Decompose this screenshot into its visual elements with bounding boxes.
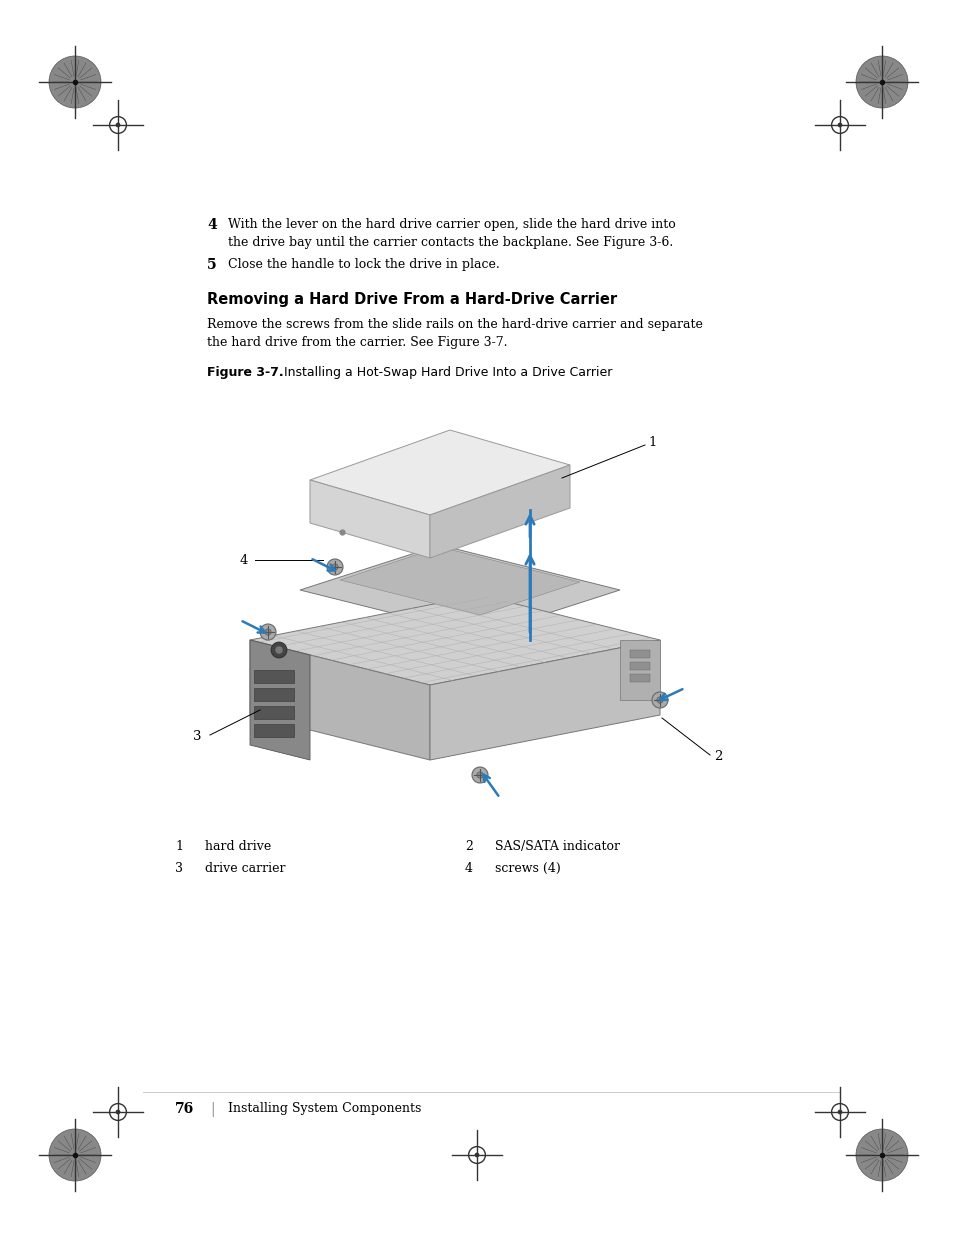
Polygon shape [430, 640, 659, 760]
Circle shape [327, 559, 343, 576]
Polygon shape [430, 466, 569, 558]
Text: 4: 4 [207, 219, 216, 232]
Polygon shape [619, 640, 659, 700]
Text: 1: 1 [647, 436, 656, 450]
Text: 3: 3 [193, 730, 202, 743]
Text: drive carrier: drive carrier [205, 862, 285, 876]
Text: 2: 2 [713, 751, 721, 763]
Polygon shape [299, 545, 619, 635]
Text: Close the handle to lock the drive in place.: Close the handle to lock the drive in pl… [228, 258, 499, 270]
Text: 2: 2 [464, 840, 473, 853]
Circle shape [855, 56, 907, 107]
Circle shape [332, 564, 338, 571]
Bar [629, 674, 649, 682]
Text: Installing System Components: Installing System Components [228, 1102, 421, 1115]
Bar [629, 662, 649, 671]
Text: screws (4): screws (4) [495, 862, 560, 876]
Polygon shape [250, 640, 430, 760]
Circle shape [260, 624, 275, 640]
Circle shape [271, 642, 287, 658]
Bar [629, 650, 649, 658]
Circle shape [838, 1110, 841, 1114]
Text: 1: 1 [174, 840, 183, 853]
Polygon shape [310, 430, 569, 515]
Circle shape [116, 124, 119, 127]
Text: 4: 4 [239, 553, 248, 567]
Text: Remove the screws from the slide rails on the hard-drive carrier and separate: Remove the screws from the slide rails o… [207, 317, 702, 331]
Text: |: | [210, 1102, 214, 1116]
Circle shape [651, 692, 667, 708]
Text: Removing a Hard Drive From a Hard-Drive Carrier: Removing a Hard Drive From a Hard-Drive … [207, 291, 617, 308]
Text: SAS/SATA indicator: SAS/SATA indicator [495, 840, 619, 853]
Text: the drive bay until the carrier contacts the backplane. See Figure 3-6.: the drive bay until the carrier contacts… [228, 236, 673, 249]
Circle shape [475, 1153, 478, 1157]
Text: With the lever on the hard drive carrier open, slide the hard drive into: With the lever on the hard drive carrier… [228, 219, 675, 231]
Circle shape [265, 629, 271, 635]
Polygon shape [250, 595, 659, 685]
Polygon shape [310, 480, 430, 558]
Polygon shape [250, 640, 310, 760]
Text: 5: 5 [207, 258, 216, 272]
Circle shape [476, 772, 482, 778]
Circle shape [49, 56, 101, 107]
Circle shape [472, 767, 488, 783]
Text: the hard drive from the carrier. See Figure 3-7.: the hard drive from the carrier. See Fig… [207, 336, 507, 350]
Circle shape [116, 1110, 119, 1114]
Circle shape [274, 646, 283, 655]
Circle shape [855, 1129, 907, 1181]
Text: hard drive: hard drive [205, 840, 271, 853]
Bar [253, 671, 294, 683]
Text: 4: 4 [464, 862, 473, 876]
Text: 3: 3 [174, 862, 183, 876]
Bar [253, 724, 294, 737]
Circle shape [838, 124, 841, 127]
Text: Installing a Hot-Swap Hard Drive Into a Drive Carrier: Installing a Hot-Swap Hard Drive Into a … [284, 366, 612, 379]
Bar [253, 688, 294, 701]
Text: 76: 76 [174, 1102, 194, 1116]
Polygon shape [339, 547, 579, 615]
Circle shape [656, 697, 662, 703]
Bar [253, 706, 294, 719]
Circle shape [49, 1129, 101, 1181]
Text: Figure 3-7.: Figure 3-7. [207, 366, 283, 379]
